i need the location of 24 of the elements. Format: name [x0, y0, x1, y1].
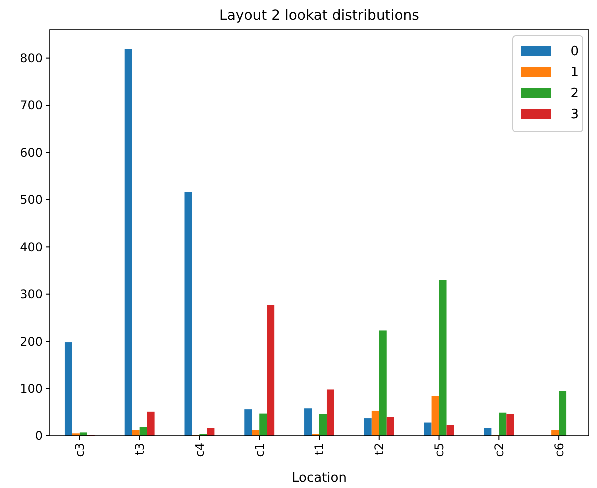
x-tick-label: c2 — [492, 443, 506, 458]
y-tick-label: 100 — [20, 382, 43, 396]
legend-label: 3 — [570, 108, 579, 123]
legend-label: 2 — [570, 86, 579, 102]
y-tick-label: 600 — [20, 146, 43, 160]
y-tick-label: 500 — [20, 193, 43, 208]
x-tick-label: c5 — [432, 443, 446, 458]
x-tick-label: c6 — [552, 443, 566, 458]
x-tick-label: c1 — [252, 443, 267, 458]
legend-label: 0 — [570, 44, 579, 60]
legend-label: 1 — [570, 66, 579, 81]
x-axis-title: Location — [292, 471, 347, 486]
x-tick-label: t3 — [133, 443, 148, 456]
x-tick-label: t1 — [312, 443, 327, 456]
y-tick-label: 0 — [35, 429, 43, 444]
x-tick-label: c3 — [73, 443, 88, 458]
x-tick-label: t2 — [372, 443, 387, 456]
y-tick-label: 800 — [20, 52, 43, 66]
y-tick-label: 400 — [20, 240, 43, 254]
y-tick-label: 700 — [20, 98, 43, 113]
x-tick-label: c4 — [192, 443, 207, 458]
chart-title: Layout 2 lookat distributions — [220, 8, 420, 24]
y-tick-label: 300 — [20, 288, 43, 302]
y-tick-label: 200 — [20, 334, 43, 349]
